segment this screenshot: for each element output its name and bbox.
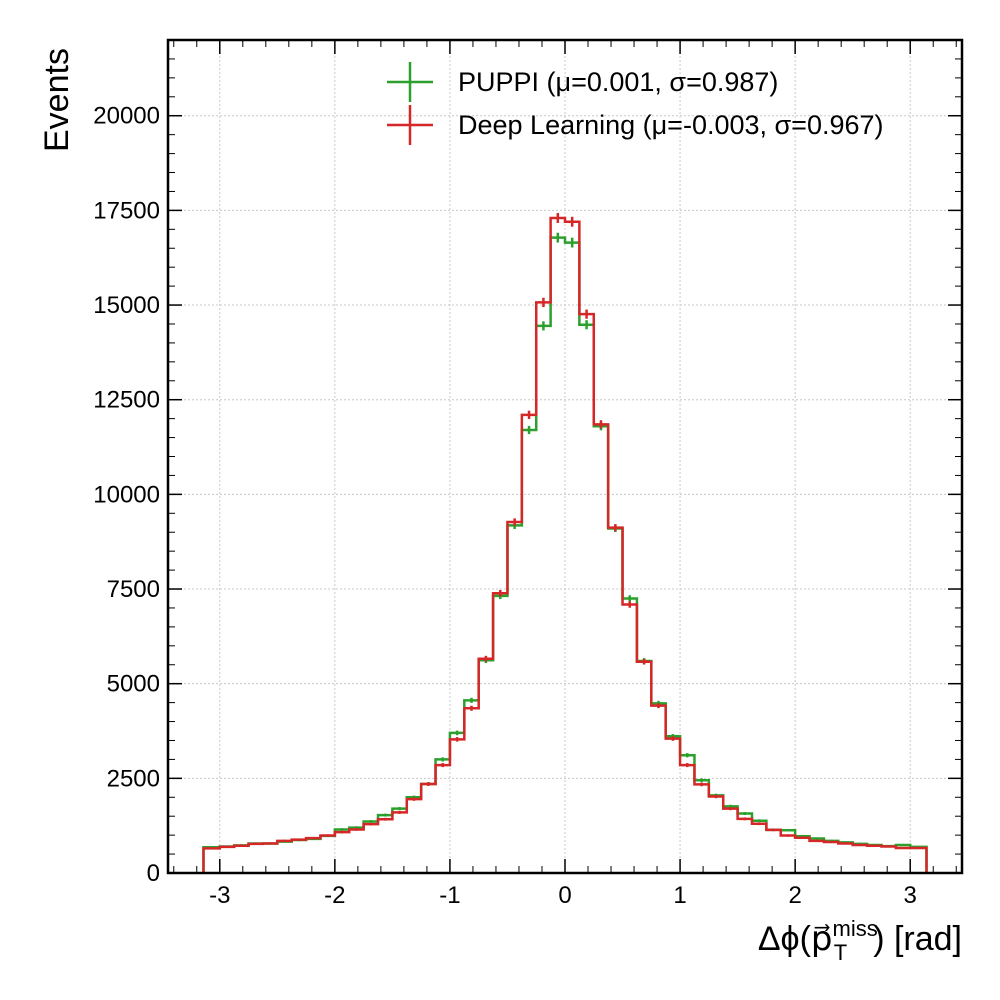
x-tick-label: 2 [788, 882, 801, 909]
x-axis-title-prefix: Δϕ( [758, 920, 812, 958]
series-layer [202, 212, 928, 873]
x-axis-title-subscript: T [834, 940, 847, 965]
y-tick-label: 2500 [107, 765, 160, 792]
x-tick-label: -1 [439, 882, 460, 909]
y-axis-title: Events [38, 48, 76, 152]
y-tick-label: 10000 [93, 481, 160, 508]
x-tick-label: 1 [673, 882, 686, 909]
legend-label: PUPPI (μ=0.001, σ=0.987) [458, 67, 778, 97]
y-tick-label: 5000 [107, 671, 160, 698]
x-axis-title: Δϕ(p⃗miss T ) [rad] [758, 916, 962, 965]
y-tick-label: 7500 [107, 576, 160, 603]
y-tick-label: 20000 [93, 103, 160, 130]
axis-ticks [168, 39, 962, 874]
x-axis-title-superscript: miss [833, 916, 878, 941]
series-2-step-line [202, 216, 928, 873]
x-axis-title-vector: p⃗ [811, 920, 833, 958]
y-tick-label: 12500 [93, 387, 160, 414]
legend: PUPPI (μ=0.001, σ=0.987) Deep Learning (μ… [387, 62, 884, 145]
x-tick-label: 3 [904, 882, 917, 909]
tick-labels: -3 -2 -1 0 1 2 3 0 2500 5000 7500 10000 12500 15000 17… [93, 103, 917, 909]
x-axis-title-suffix: ) [rad] [873, 920, 962, 958]
x-tick-label: 0 [558, 882, 571, 909]
y-tick-label: 17500 [93, 197, 160, 224]
y-tick-label: 15000 [93, 292, 160, 319]
x-tick-label: -3 [209, 882, 230, 909]
legend-label: Deep Learning (μ=-0.003, σ=0.967) [458, 110, 884, 140]
grid-lines [168, 40, 962, 874]
x-tick-label: -2 [324, 882, 345, 909]
y-tick-label: 0 [147, 860, 160, 887]
